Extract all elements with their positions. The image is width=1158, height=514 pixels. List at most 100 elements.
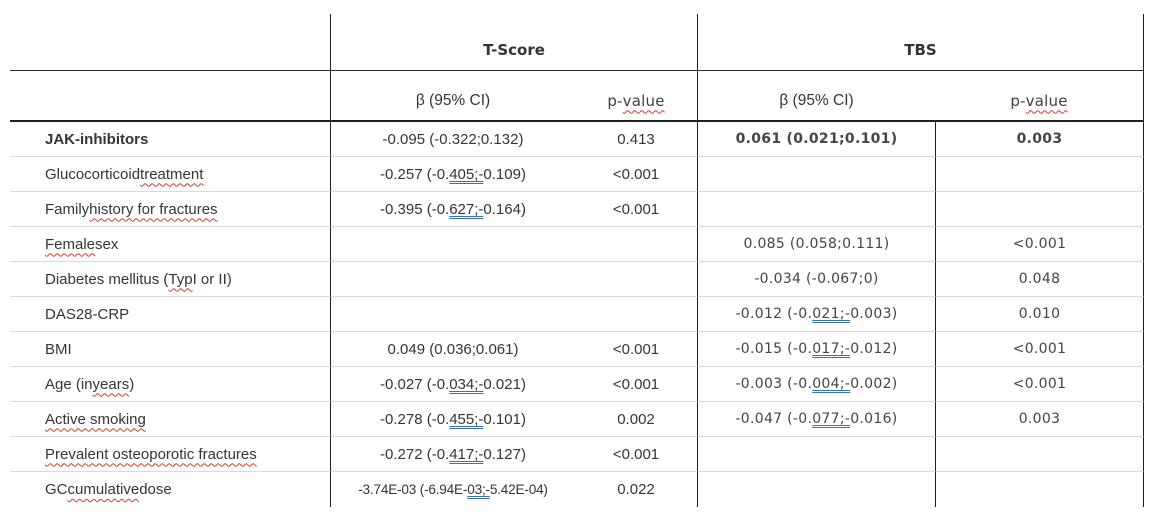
tscore-beta-cell[interactable]: -0.395 (-0. 627;- 0.164) (330, 192, 575, 227)
tscore-beta-cell[interactable]: -0.257 (-0. 405;- 0.109) (330, 157, 575, 192)
text-run: <0.001 (612, 340, 660, 358)
text-run: -0.027 (-0. (380, 375, 450, 393)
tbs-pvalue-cell[interactable] (935, 437, 1144, 472)
tscore-beta-cell[interactable]: -0.027 (-0. 034;- 0.021) (330, 367, 575, 402)
tscore-beta-cell[interactable]: -0.272 (-0. 417;- 0.127) (330, 437, 575, 472)
misspelled-text: years (92, 375, 130, 393)
text-run: 0.003) (850, 306, 898, 322)
tscore-pvalue-cell[interactable] (575, 297, 697, 332)
row-label-cell[interactable]: Family history for fractures (10, 192, 330, 227)
text-run: <0.001 (1012, 341, 1067, 357)
row-label-cell[interactable]: Diabetes mellitus (Typ I or II) (10, 262, 330, 297)
tbs-beta-header[interactable]: β (95% CI) (697, 71, 935, 122)
tscore-pvalue-cell[interactable]: <0.001 (575, 332, 697, 367)
text-run: 0.049 (0.036;0.061) (387, 340, 519, 358)
tscore-pvalue-cell[interactable]: <0.001 (575, 192, 697, 227)
row-label-cell[interactable]: Glucocorticoid treatment (10, 157, 330, 192)
text-run: 0.002 (617, 410, 655, 428)
tbs-beta-cell[interactable]: -0.034 (-0.067;0) (697, 262, 935, 297)
row-label-cell[interactable]: JAK-inhibitors (10, 122, 330, 157)
tbs-pvalue-cell[interactable] (935, 472, 1144, 507)
text-run: dose (139, 481, 172, 498)
tbs-pvalue-cell[interactable] (935, 157, 1144, 192)
row-label-cell[interactable]: Prevalent osteoporotic fractures (10, 437, 330, 472)
text-run: -0.012 (-0. (735, 306, 813, 322)
text-run: -0.272 (-0. (380, 445, 450, 463)
tbs-pvalue-cell[interactable]: 0.010 (935, 297, 1144, 332)
row-label-cell[interactable]: GC cumulative dose (10, 472, 330, 507)
text-run: Age (in (45, 375, 93, 393)
tbs-beta-cell[interactable] (697, 192, 935, 227)
tscore-pvalue-cell[interactable]: <0.001 (575, 437, 697, 472)
header-corner-cell-2 (10, 71, 330, 122)
text-run: 0.002) (850, 376, 898, 392)
tscore-beta-cell[interactable]: -0.095 (-0.322;0.132) (330, 122, 575, 157)
header-corner-cell (10, 14, 330, 71)
text-run: p- (607, 91, 623, 110)
tbs-pvalue-cell[interactable]: 0.048 (935, 262, 1144, 297)
tbs-beta-cell[interactable] (697, 472, 935, 507)
text-run: 0.016) (850, 411, 898, 427)
text-run: DAS28-CRP (45, 305, 130, 323)
text-run: 0.048 (1018, 271, 1061, 287)
tscore-beta-cell[interactable] (330, 262, 575, 297)
text-run: 0.021) (483, 375, 526, 393)
tbs-beta-cell[interactable] (697, 437, 935, 472)
text-run: sex (95, 235, 119, 253)
tbs-beta-cell[interactable] (697, 157, 935, 192)
text-run: 0.061 (0.021;0.101) (735, 131, 898, 147)
tscore-beta-cell[interactable]: -0.278 (-0. 455;- 0.101) (330, 402, 575, 437)
grammar-flagged-text: 004;- (812, 376, 851, 392)
tbs-beta-cell[interactable]: 0.085 (0.058;0.111) (697, 227, 935, 262)
tscore-pvalue-cell[interactable]: <0.001 (575, 157, 697, 192)
tbs-beta-cell[interactable]: -0.003 (-0. 004;- 0.002) (697, 367, 935, 402)
row-label-cell[interactable]: DAS28-CRP (10, 297, 330, 332)
tbs-pvalue-cell[interactable] (935, 192, 1144, 227)
tscore-beta-header[interactable]: β (95% CI) (330, 71, 575, 122)
text-run: 0.003 (1016, 131, 1063, 147)
grammar-flagged-text: 417;- (449, 445, 484, 463)
tscore-group-header[interactable]: T-Score (330, 14, 697, 71)
tscore-pvalue-cell[interactable]: <0.001 (575, 367, 697, 402)
tbs-pvalue-cell[interactable]: <0.001 (935, 332, 1144, 367)
tbs-beta-cell[interactable]: -0.047 (-0. 077;- 0.016) (697, 402, 935, 437)
tscore-beta-cell[interactable] (330, 227, 575, 262)
text-run: 0.109) (483, 165, 526, 183)
text-run: 0.164) (483, 200, 526, 218)
text-run: 0.010 (1018, 306, 1061, 322)
row-label-cell[interactable]: BMI (10, 332, 330, 367)
tscore-pvalue-cell[interactable]: 0.413 (575, 122, 697, 157)
misspelled-text: Active smoking (45, 410, 146, 428)
misspelled-text: Typ (168, 270, 193, 288)
tbs-beta-cell[interactable]: -0.015 (-0. 017;- 0.012) (697, 332, 935, 367)
tbs-pvalue-cell[interactable]: <0.001 (935, 367, 1144, 402)
text-run: <0.001 (1012, 236, 1067, 252)
grammar-flagged-text: 034;- (449, 375, 484, 393)
text-run: 0.003 (1018, 411, 1061, 427)
tscore-pvalue-cell[interactable]: 0.002 (575, 402, 697, 437)
tbs-pvalue-cell[interactable]: 0.003 (935, 402, 1144, 437)
text-run: <0.001 (612, 200, 660, 218)
tbs-pvalue-cell[interactable]: <0.001 (935, 227, 1144, 262)
tbs-pvalue-header[interactable]: p-value (935, 71, 1144, 122)
misspelled-text: history for fractures (89, 200, 218, 218)
tbs-beta-cell[interactable]: -0.012 (-0. 021;- 0.003) (697, 297, 935, 332)
tscore-pvalue-cell[interactable]: 0.022 (575, 472, 697, 507)
tscore-beta-cell[interactable]: -3.74E-03 (-6.94E- 03;- 5.42E-04) (330, 472, 575, 507)
row-label-cell[interactable]: Active smoking (10, 402, 330, 437)
grammar-flagged-text: 627;- (449, 200, 484, 218)
tbs-group-header[interactable]: TBS (697, 14, 1144, 71)
tscore-pvalue-cell[interactable] (575, 227, 697, 262)
tscore-beta-cell[interactable] (330, 297, 575, 332)
tscore-beta-cell[interactable]: 0.049 (0.036;0.061) (330, 332, 575, 367)
tscore-pvalue-header[interactable]: p-value (575, 71, 697, 122)
text-run: 0.101) (483, 410, 526, 428)
row-label-cell[interactable]: Age (in years) (10, 367, 330, 402)
tscore-pvalue-cell[interactable] (575, 262, 697, 297)
tbs-pvalue-cell[interactable]: 0.003 (935, 122, 1144, 157)
regression-table: T-Score TBS β (95% CI) p-value β (95% CI… (10, 14, 1144, 507)
row-label-cell[interactable]: Female sex (10, 227, 330, 262)
text-run: 0.012) (850, 341, 898, 357)
tbs-beta-cell[interactable]: 0.061 (0.021;0.101) (697, 122, 935, 157)
text-run: I or II) (192, 270, 232, 288)
